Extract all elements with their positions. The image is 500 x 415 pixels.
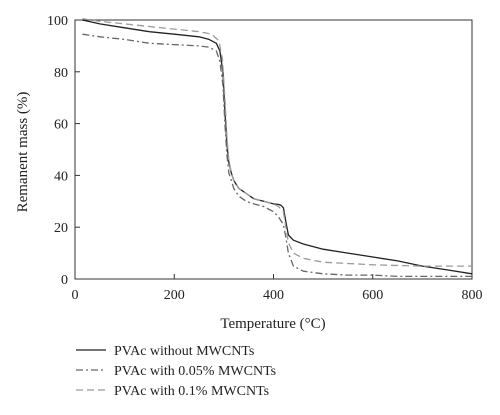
series-group [82,18,473,278]
x-tick-label: 200 [164,288,185,303]
x-tick-label: 400 [263,288,284,303]
x-tick-label: 800 [462,288,483,303]
legend-label-3: PVAc with 0.1% MWCNTs [114,384,269,399]
x-axis-ticks: 0 200 400 600 800 [72,274,483,303]
y-tick-label: 40 [54,169,68,184]
y-tick-label: 80 [54,66,68,81]
x-tick-label: 0 [72,288,79,303]
series-line-3 [82,18,472,267]
plot-area [74,19,473,280]
y-axis-label: Remanent mass (%) [15,92,31,213]
x-tick-label: 600 [362,288,383,303]
series-line-2 [82,33,472,278]
legend: PVAc without MWCNTs PVAc with 0.05% MWCNT… [76,344,276,399]
legend-label-1: PVAc without MWCNTs [114,344,254,359]
y-tick-label: 0 [61,273,68,288]
y-tick-label: 60 [54,118,68,133]
plot-frame [74,19,473,280]
x-axis-label: Temperature (°C) [220,316,325,332]
y-tick-label: 20 [54,221,68,236]
y-axis-ticks: 0 20 40 60 80 100 [47,14,80,288]
legend-label-2: PVAc with 0.05% MWCNTs [114,364,276,379]
y-tick-label: 100 [47,14,68,29]
series-line-1 [82,19,473,275]
